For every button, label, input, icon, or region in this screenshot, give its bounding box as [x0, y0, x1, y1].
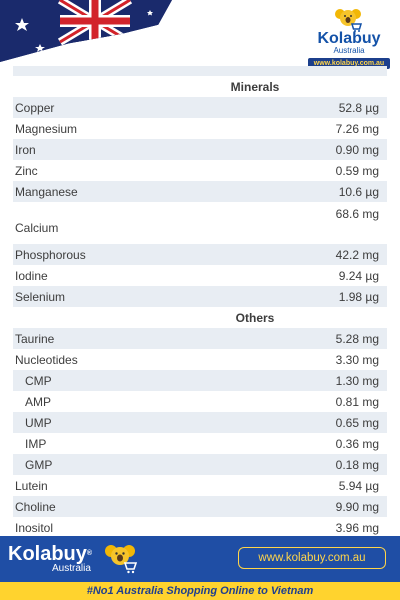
nutrient-name: Phosphorous [15, 247, 86, 262]
nutrient-name: AMP [25, 394, 52, 409]
header-brand-name: Kolabuy [317, 30, 381, 47]
header-brand-logo[interactable]: Kolabuy Australia www.kolabuy.com.au [308, 6, 390, 69]
nutrient-value: 10.6 µg [338, 184, 379, 199]
nutrient-name: Inositol [15, 520, 54, 535]
table-row: Selenium 1.98 µg [13, 286, 387, 307]
nutrient-name: Iodine [15, 268, 48, 283]
footer-brand-logo[interactable]: Kolabuy® Australia [8, 544, 92, 574]
nutrient-name: Choline [15, 499, 56, 514]
table-row: Nucleotides 3.30 mg [13, 349, 387, 370]
nutrient-name: Magnesium [15, 121, 78, 136]
table-top-strip [13, 66, 387, 76]
nutrient-value: 9.90 mg [335, 499, 379, 514]
nutrition-table: Minerals Copper 52.8 µg Magnesium 7.26 m… [13, 66, 387, 538]
footer-brand-name: Kolabuy [8, 543, 87, 565]
nutrient-value: 0.90 mg [335, 142, 379, 157]
nutrient-value: 1.30 mg [335, 373, 379, 388]
nutrient-name: Calcium [15, 221, 59, 235]
nutrient-name: Copper [15, 100, 55, 115]
table-row: Manganese 10.6 µg [13, 181, 387, 202]
header: Kolabuy Australia www.kolabuy.com.au [0, 0, 400, 69]
nutrient-name: Lutein [15, 478, 48, 493]
others-title: Others [235, 310, 275, 325]
table-row: Calcium 68.6 mg [13, 202, 387, 244]
nutrient-value: 1.98 µg [338, 289, 379, 304]
table-row: AMP 0.81 mg [13, 391, 387, 412]
others-section-header: Others [13, 307, 387, 328]
nutrient-value: 52.8 µg [338, 100, 379, 115]
footer-url-link[interactable]: www.kolabuy.com.au [238, 547, 386, 569]
footer-brand-wordmark: Kolabuy® [8, 544, 92, 564]
registered-mark: ® [86, 550, 93, 557]
table-row: Phosphorous 42.2 mg [13, 244, 387, 265]
nutrient-name: Zinc [15, 163, 38, 178]
nutrient-value: 68.6 mg [335, 207, 379, 221]
nutrient-value: 9.24 µg [338, 268, 379, 283]
nutrient-value: 0.36 mg [335, 436, 379, 451]
header-brand-url[interactable]: www.kolabuy.com.au [308, 58, 390, 69]
nutrient-value: 7.26 mg [335, 121, 379, 136]
nutrient-value: 5.28 mg [335, 331, 379, 346]
nutrient-name: GMP [25, 457, 53, 472]
table-row: Taurine 5.28 mg [13, 328, 387, 349]
table-row: Copper 52.8 µg [13, 97, 387, 118]
nutrient-value: 42.2 mg [335, 247, 379, 262]
footer-tagline: #No1 Australia Shopping Online to Vietna… [0, 582, 400, 600]
table-row: Magnesium 7.26 mg [13, 118, 387, 139]
table-row: UMP 0.65 mg [13, 412, 387, 433]
minerals-section-header: Minerals [13, 76, 387, 97]
table-row: CMP 1.30 mg [13, 370, 387, 391]
table-row: Choline 9.90 mg [13, 496, 387, 517]
nutrient-value: 5.94 µg [338, 478, 379, 493]
table-row: GMP 0.18 mg [13, 454, 387, 475]
koala-cart-icon [335, 9, 363, 32]
australia-flag-icon [0, 0, 172, 62]
nutrient-name: Nucleotides [15, 352, 78, 367]
header-brand-sub: Australia [333, 46, 365, 55]
minerals-title: Minerals [230, 79, 280, 94]
table-row: Lutein 5.94 µg [13, 475, 387, 496]
nutrient-name: Manganese [15, 184, 78, 199]
nutrient-name: Taurine [15, 331, 55, 346]
nutrient-value: 0.18 mg [335, 457, 379, 472]
table-row: Iodine 9.24 µg [13, 265, 387, 286]
nutrient-value: 0.65 mg [335, 415, 379, 430]
table-row: Inositol 3.96 mg [13, 517, 387, 538]
nutrient-value: 0.59 mg [335, 163, 379, 178]
nutrient-name: CMP [25, 373, 52, 388]
nutrient-value: 3.30 mg [335, 352, 379, 367]
footer: Kolabuy® Australia www.kolabuy.com.au [0, 536, 400, 582]
nutrient-value: 3.96 mg [335, 520, 379, 535]
koala-cart-icon [105, 545, 138, 574]
nutrient-name: IMP [25, 436, 47, 451]
nutrient-name: UMP [25, 415, 52, 430]
table-row: IMP 0.36 mg [13, 433, 387, 454]
nutrient-name: Selenium [15, 289, 66, 304]
nutrient-value: 0.81 mg [335, 394, 379, 409]
nutrient-name: Iron [15, 142, 36, 157]
table-row: Iron 0.90 mg [13, 139, 387, 160]
footer-brand-sub: Australia [52, 563, 91, 574]
table-row: Zinc 0.59 mg [13, 160, 387, 181]
